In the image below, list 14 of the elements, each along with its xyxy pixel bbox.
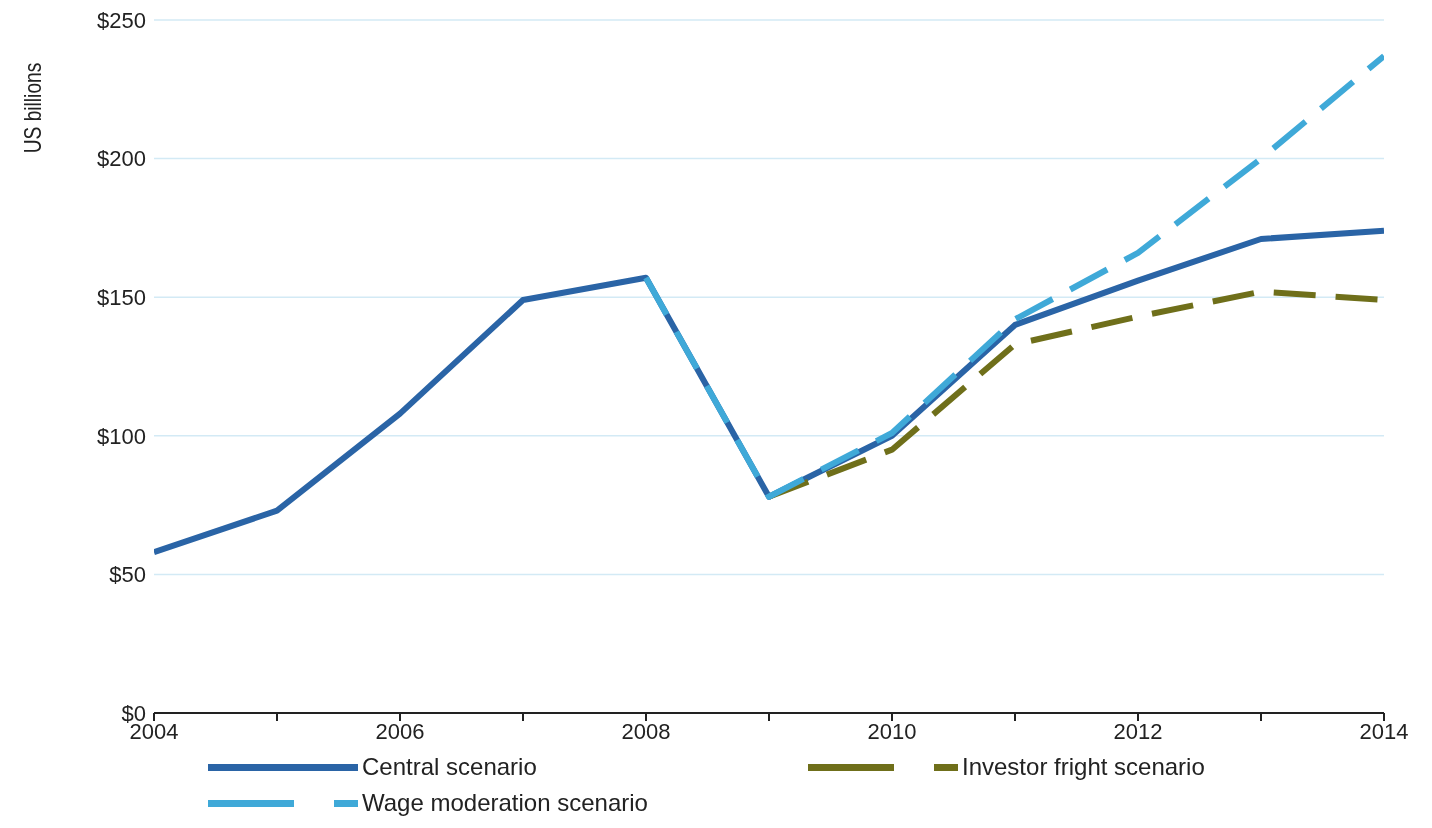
x-tick-label: 2006 (375, 718, 425, 744)
y-tick-label: $250 (97, 7, 146, 33)
legend-label: Central scenario (362, 753, 537, 781)
y-tick-label: $150 (97, 285, 146, 311)
legend-label: Wage moderation scenario (362, 789, 648, 817)
x-tick-label: 2010 (867, 718, 917, 744)
x-tick-label: 2012 (1113, 718, 1163, 744)
legend-label: Investor fright scenario (962, 753, 1205, 781)
y-tick-label: $50 (109, 562, 146, 588)
y-tick-label: $200 (97, 146, 146, 172)
y-tick-label: $100 (97, 423, 146, 449)
x-tick-label: 2008 (621, 718, 671, 744)
y-axis-title: US billions (19, 62, 47, 154)
x-tick-label: 2014 (1359, 718, 1409, 744)
